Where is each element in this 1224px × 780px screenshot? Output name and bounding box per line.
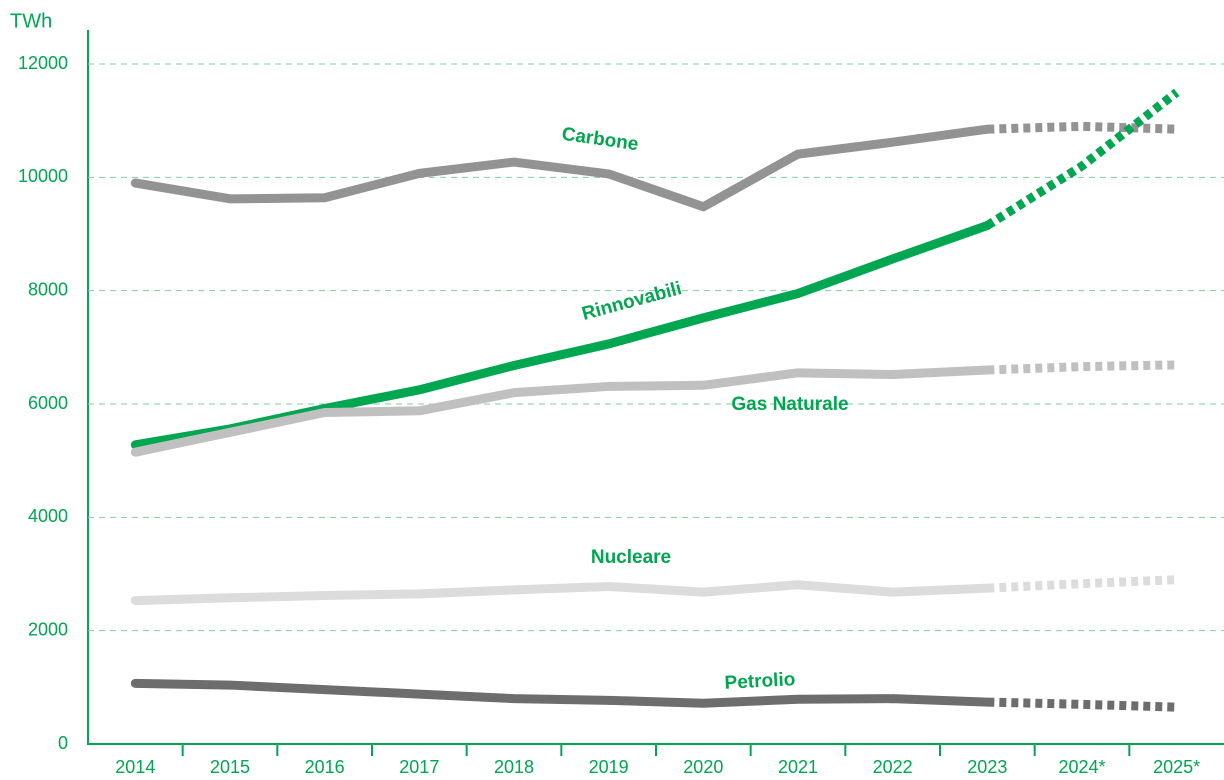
line [130,580,992,606]
series-label: Carbone [560,124,639,156]
x-tick-label: 2019 [589,757,629,777]
series-label: Gas Naturale [731,394,848,415]
x-tick-label: 2015 [210,757,250,777]
line [130,124,992,212]
x-tick-label: 2020 [683,757,723,777]
line-projection [987,575,1177,593]
x-tick-label: 2017 [399,757,439,777]
x-tick-label: 2018 [494,757,534,777]
x-tick-label: 2022 [873,757,913,777]
x-tick-label: 2023 [967,757,1007,777]
line [130,365,992,457]
series-label: Nucleare [591,547,671,568]
y-tick-label: 12000 [18,53,68,73]
y-tick-label: 8000 [28,279,68,299]
y-tick-label: 10000 [18,166,68,186]
series-label: Rinnovabili [580,278,684,325]
x-tick-label: 2016 [305,757,345,777]
line [130,678,992,708]
x-tick-label: 2021 [778,757,818,777]
line-projection [984,88,1180,230]
x-tick-label: 2024* [1058,757,1105,777]
line-projection [987,121,1177,134]
line-projection [987,360,1177,375]
x-tick-label: 2014 [115,757,155,777]
y-tick-label: 0 [58,733,68,753]
y-tick-label: 2000 [28,619,68,639]
y-tick-label: 4000 [28,506,68,526]
line-projection [987,697,1177,712]
y-unit: TWh [10,10,52,32]
y-tick-label: 6000 [28,393,68,413]
x-tick-label: 2025* [1153,757,1200,777]
line [130,221,992,450]
series-label: Petrolio [724,669,796,694]
